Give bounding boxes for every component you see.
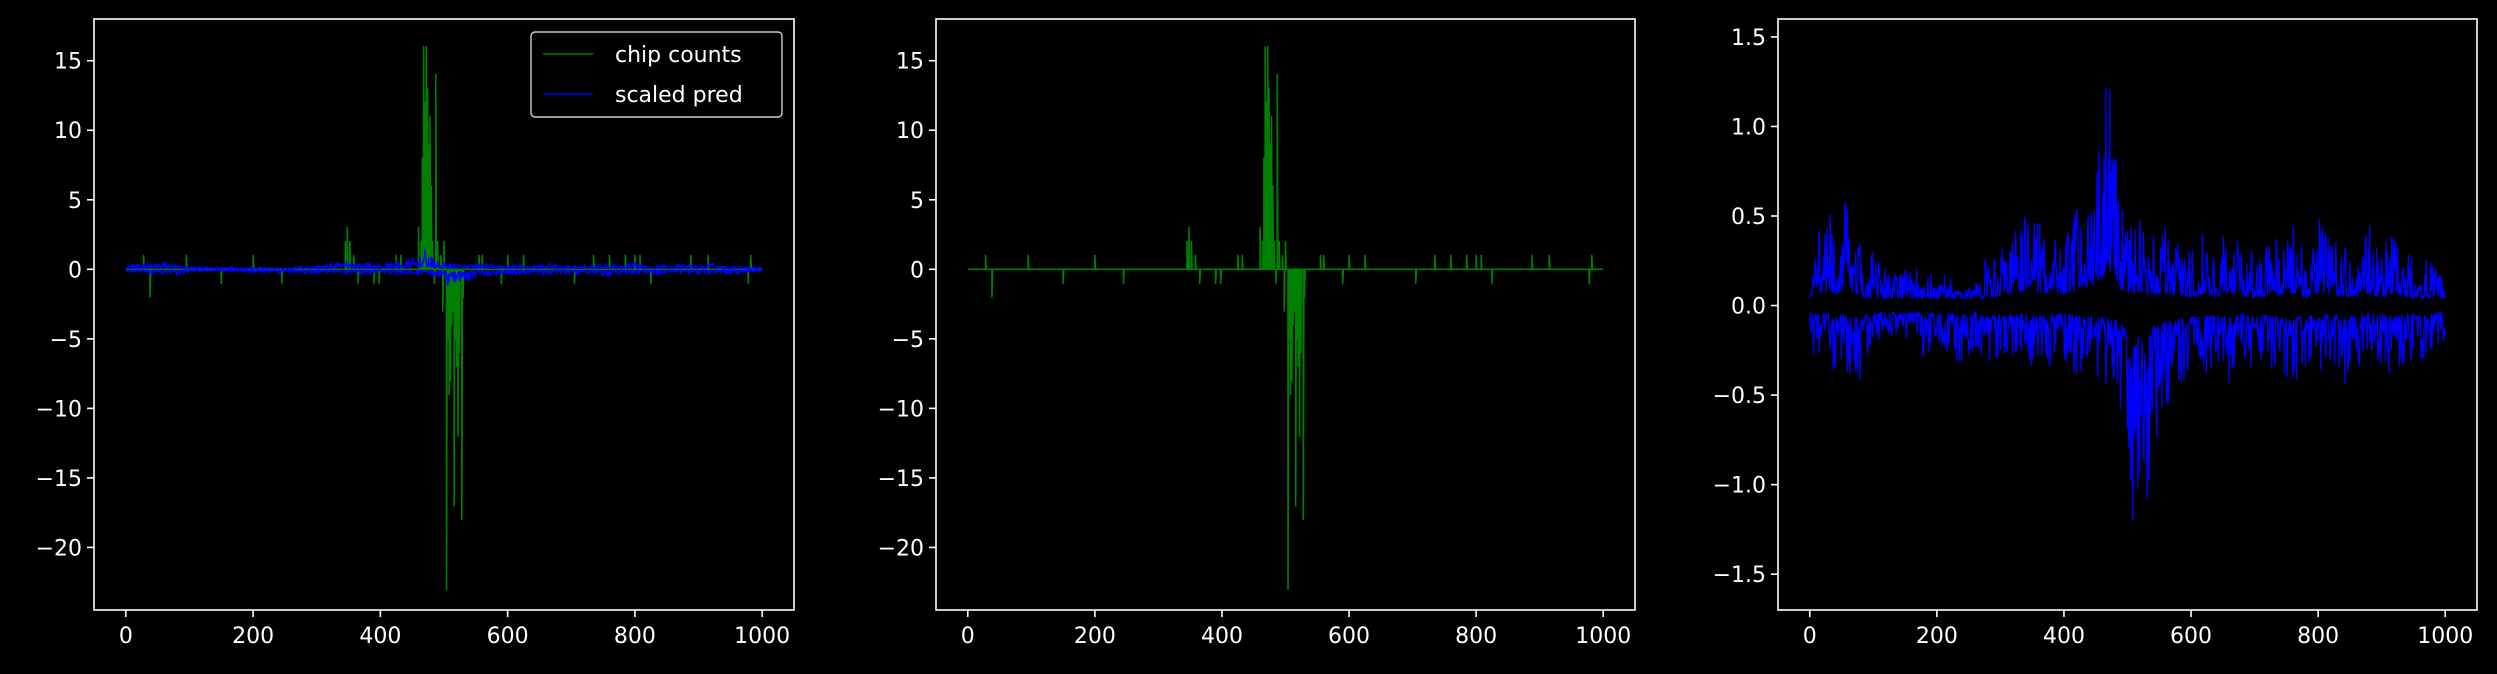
plot-area: [125, 46, 763, 590]
y-tick-label: −1.0: [1713, 474, 1766, 499]
x-tick-label: 600: [1328, 624, 1370, 649]
x-tick-label: 800: [614, 624, 656, 649]
subplot-3: 0 200 400 600 800 1000 −1.5 −1.0 −0.5 0.0 0.5 1.0 1.…: [1713, 18, 2478, 649]
x-tick-label: 400: [2043, 624, 2085, 649]
x-tick-label: 0: [961, 624, 975, 649]
y-tick-label: −5: [50, 328, 82, 353]
x-tick-label: 400: [359, 624, 401, 649]
y-tick-label: 0: [68, 258, 82, 283]
x-tick-label: 800: [2297, 624, 2339, 649]
series-line-scaled-pred-positive: [1809, 87, 2446, 300]
y-tick-label: 15: [896, 50, 924, 75]
subplot-2: 0 200 400 600 800 1000 −20 −15 −10 −5 0 5 10 15: [878, 18, 1636, 649]
legend-box: [530, 31, 783, 118]
series-line-scaled-pred-negative: [1809, 312, 2446, 522]
x-tick-label: 800: [1455, 624, 1497, 649]
y-tick-label: −20: [878, 536, 924, 561]
y-tick-label: 10: [896, 119, 924, 144]
y-tick-label: 10: [54, 119, 82, 144]
x-tick-label: 600: [2170, 624, 2212, 649]
x-tick-label: 1000: [1575, 624, 1631, 649]
y-tick-label: −0.5: [1713, 384, 1766, 409]
series-line-chip-counts: [125, 46, 763, 590]
x-tick-label: 600: [487, 624, 529, 649]
y-tick-label: 1.0: [1731, 115, 1766, 140]
subplot-1: 0 200 400 600 800 1000 −20 −15 −10 −5 0 5 10 15 chip c…: [36, 18, 795, 649]
x-tick-label: 0: [119, 624, 133, 649]
axes-frame: [1777, 18, 2478, 611]
axes-frame: [93, 18, 795, 611]
y-tick-label: 5: [68, 189, 82, 214]
x-tick-label: 1000: [2417, 624, 2473, 649]
x-tick-label: 0: [1803, 624, 1817, 649]
legend-label: scaled pred: [615, 83, 743, 108]
legend: chip counts scaled pred: [530, 31, 783, 118]
x-tick-label: 200: [232, 624, 274, 649]
y-tick-label: 5: [910, 189, 924, 214]
x-tick-label: 1000: [734, 624, 790, 649]
y-tick-label: 0.0: [1731, 295, 1766, 320]
y-tick-label: −15: [36, 467, 82, 492]
y-tick-label: 0.5: [1731, 205, 1766, 230]
y-tick-label: −10: [878, 397, 924, 422]
plot-area: [1809, 87, 2446, 522]
plot-area: [967, 46, 1604, 590]
series-line-counts: [967, 46, 1604, 590]
y-tick-label: 15: [54, 50, 82, 75]
x-tick-label: 200: [1074, 624, 1116, 649]
y-tick-label: −1.5: [1713, 563, 1766, 588]
y-tick-label: 1.5: [1731, 26, 1766, 51]
y-tick-label: −20: [36, 536, 82, 561]
series-line-scaled-pred-negative: [125, 269, 763, 287]
x-tick-label: 400: [1201, 624, 1243, 649]
y-tick-label: −15: [878, 467, 924, 492]
y-tick-label: −5: [892, 328, 924, 353]
legend-label: chip counts: [615, 43, 742, 68]
y-tick-label: 0: [910, 258, 924, 283]
y-tick-label: −10: [36, 397, 82, 422]
series-line-scaled-pred-positive: [125, 248, 763, 270]
axes-frame: [935, 18, 1636, 611]
x-tick-label: 200: [1916, 624, 1958, 649]
